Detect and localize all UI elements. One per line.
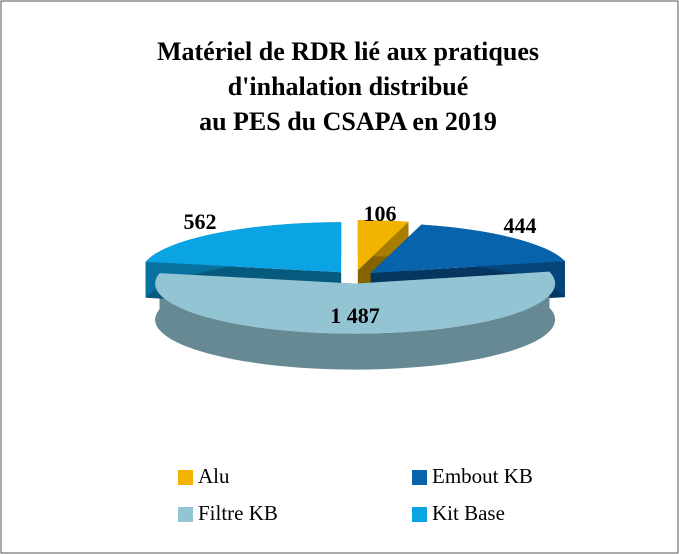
data-label: 562	[184, 209, 217, 234]
slice	[145, 222, 342, 273]
slice-side	[155, 271, 556, 370]
legend-swatch	[412, 470, 427, 485]
slice	[357, 220, 409, 271]
tops	[145, 220, 565, 334]
legend-label: Embout KB	[432, 464, 533, 488]
legend-swatch	[178, 507, 193, 522]
chart-title: Matériel de RDR lié aux pratiques	[157, 37, 539, 66]
chart-title: au PES du CSAPA en 2019	[199, 107, 497, 136]
data-label: 444	[504, 213, 537, 238]
data-label: 1 487	[330, 303, 380, 328]
legend-swatch	[178, 470, 193, 485]
legend-swatch	[412, 507, 427, 522]
legend-label: Filtre KB	[198, 501, 278, 525]
chart-title: d'inhalation distribué	[228, 72, 469, 101]
slice	[370, 224, 565, 274]
slice	[155, 271, 556, 334]
legend-label: Alu	[198, 464, 230, 488]
legend-label: Kit Base	[432, 501, 505, 525]
data-label: 106	[364, 201, 397, 226]
